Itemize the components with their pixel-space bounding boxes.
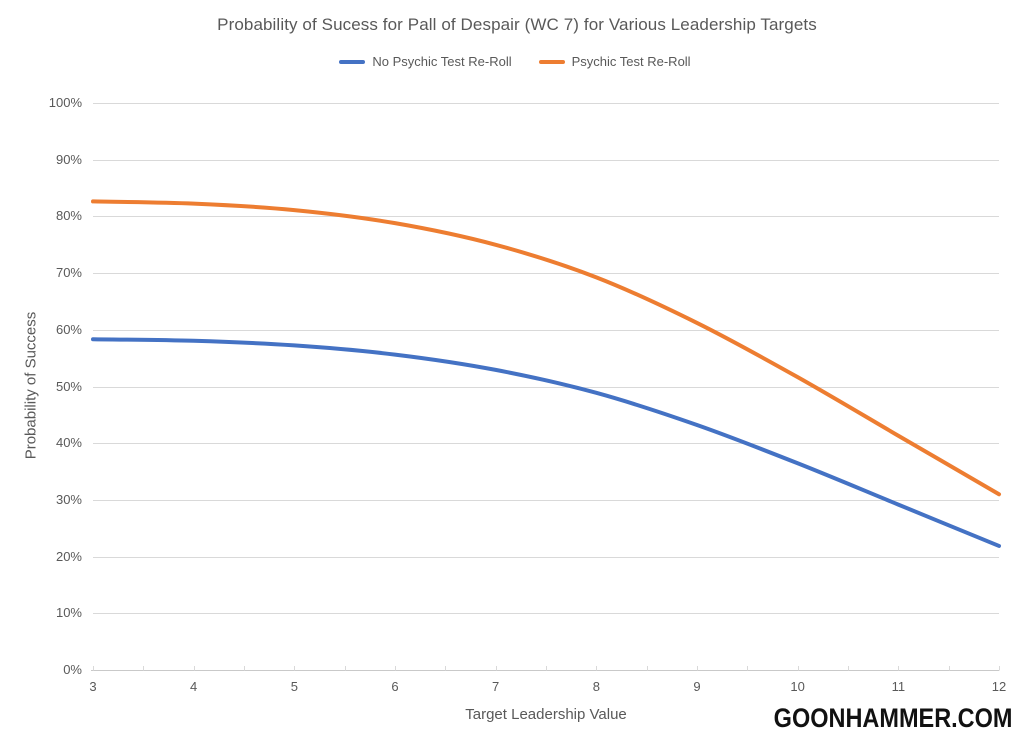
legend-label: No Psychic Test Re-Roll xyxy=(372,54,512,69)
x-tick-label: 5 xyxy=(290,679,298,694)
x-axis-title: Target Leadership Value xyxy=(465,706,627,723)
y-axis-title: Probability of Success xyxy=(22,311,40,460)
y-tick-label: 20% xyxy=(55,548,82,564)
x-tick-label: 10 xyxy=(790,679,805,694)
legend-item-no-reroll: No Psychic Test Re-Roll xyxy=(339,54,512,69)
y-tick-label: 10% xyxy=(55,605,82,621)
x-tick-label: 3 xyxy=(89,679,97,694)
legend-line-swatch-blue-icon xyxy=(339,59,366,64)
chart-title: Probability of Sucess for Pall of Despai… xyxy=(217,15,817,34)
y-tick-label: 60% xyxy=(55,321,82,337)
x-tick-label: 8 xyxy=(592,679,600,694)
x-tick-label: 7 xyxy=(492,679,500,694)
legend: No Psychic Test Re-Roll Psychic Test Re-… xyxy=(0,54,1024,69)
y-tick-label: 30% xyxy=(55,491,82,507)
y-tick-label: 0% xyxy=(63,662,82,677)
series-line-1 xyxy=(91,199,1001,497)
watermark: GOONHAMMER.COM xyxy=(773,703,1012,733)
x-tick-label: 12 xyxy=(991,679,1007,694)
legend-item-reroll: Psychic Test Re-Roll xyxy=(538,54,691,69)
x-tick-label: 9 xyxy=(693,679,701,694)
legend-label: Psychic Test Re-Roll xyxy=(571,54,691,69)
y-tick-label: 50% xyxy=(55,378,82,394)
series-line-0 xyxy=(91,337,1001,548)
y-tick-label: 70% xyxy=(55,265,82,281)
x-tick-label: 4 xyxy=(190,679,198,694)
y-tick-label: 90% xyxy=(55,151,82,167)
y-tick-label: 100% xyxy=(48,95,82,110)
legend-line-swatch-orange-icon xyxy=(538,59,565,64)
x-tick-label: 6 xyxy=(391,679,399,694)
y-tick-label: 40% xyxy=(55,435,82,451)
y-tick-label: 80% xyxy=(55,208,82,224)
x-tick-label: 11 xyxy=(891,679,906,694)
